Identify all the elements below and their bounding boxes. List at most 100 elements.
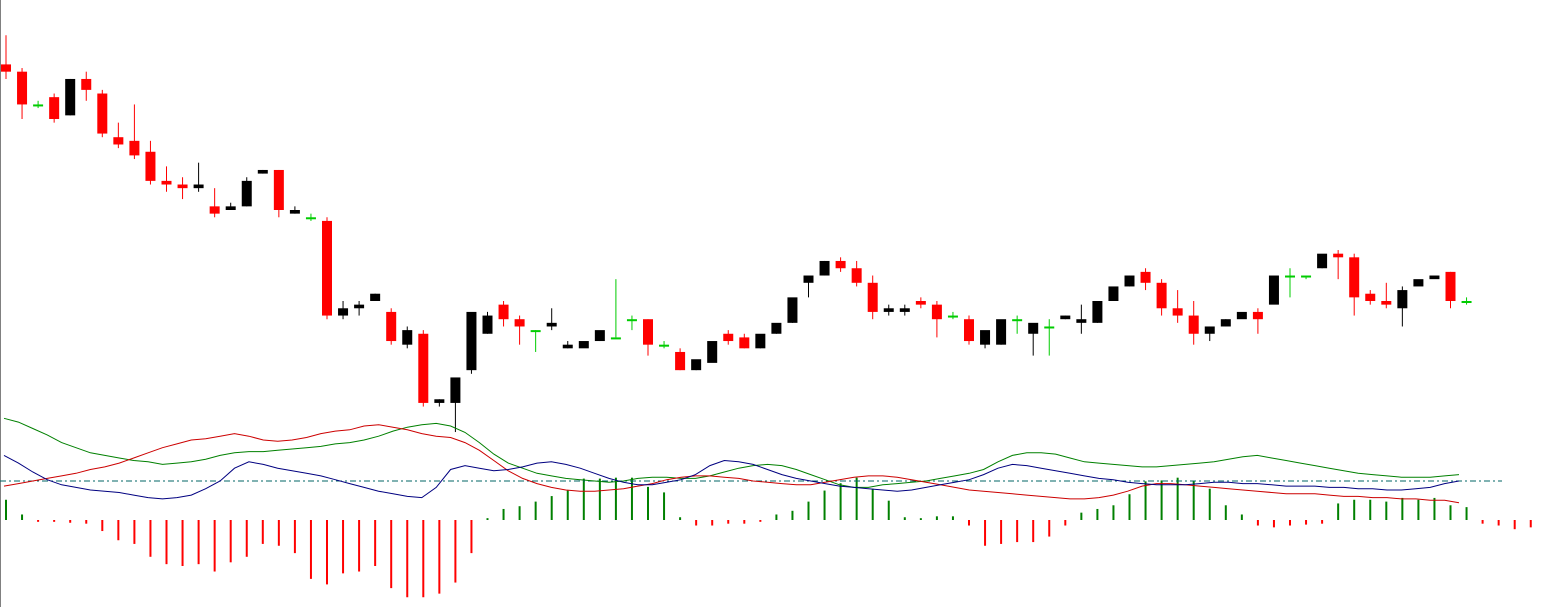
candle bbox=[1156, 279, 1167, 316]
candle-body bbox=[1413, 279, 1424, 287]
candle bbox=[402, 326, 413, 349]
candle-body bbox=[1044, 326, 1055, 329]
candle bbox=[1012, 315, 1023, 334]
candle bbox=[145, 140, 156, 185]
candle bbox=[1140, 268, 1151, 291]
candle-body bbox=[402, 330, 413, 345]
candle-body bbox=[1397, 290, 1408, 309]
candle-body bbox=[257, 169, 268, 174]
candle bbox=[1060, 315, 1071, 320]
candle-body bbox=[1333, 253, 1344, 258]
candle-body bbox=[691, 359, 702, 371]
candle bbox=[129, 104, 140, 160]
candle bbox=[739, 333, 750, 349]
candle bbox=[354, 301, 365, 316]
candle-body bbox=[225, 206, 236, 210]
candle-body bbox=[1301, 275, 1312, 278]
candle-body bbox=[787, 297, 798, 323]
candle-body bbox=[1108, 286, 1119, 301]
candle-body bbox=[418, 333, 429, 403]
candle-body bbox=[1461, 301, 1472, 303]
candle bbox=[899, 304, 910, 316]
candle-body bbox=[193, 184, 204, 189]
candle bbox=[1028, 322, 1039, 356]
candle bbox=[964, 315, 974, 345]
candle bbox=[97, 89, 108, 138]
candle bbox=[370, 293, 381, 301]
candle-body bbox=[835, 260, 846, 269]
candle bbox=[1365, 290, 1376, 305]
candle bbox=[450, 377, 461, 433]
candle-body bbox=[1012, 319, 1023, 322]
candle-body bbox=[273, 169, 284, 210]
candle bbox=[1220, 319, 1231, 327]
candle bbox=[931, 301, 942, 338]
candle bbox=[1349, 253, 1360, 316]
candle bbox=[643, 319, 653, 356]
candle bbox=[113, 122, 124, 149]
candle-body bbox=[177, 184, 188, 189]
candle-body bbox=[1236, 311, 1247, 320]
candle bbox=[1429, 275, 1440, 280]
candle-body bbox=[386, 311, 397, 342]
candle-body bbox=[1060, 315, 1071, 320]
candle bbox=[546, 308, 557, 331]
candle-body bbox=[675, 351, 686, 371]
candle bbox=[530, 330, 541, 352]
candle bbox=[434, 399, 445, 407]
candle bbox=[980, 330, 991, 349]
candle-body bbox=[1268, 275, 1279, 305]
candle bbox=[883, 304, 894, 316]
candle-body bbox=[1204, 326, 1215, 334]
candle-body bbox=[434, 399, 445, 403]
candle bbox=[851, 260, 862, 287]
candles-layer bbox=[1, 35, 1472, 433]
candle-body bbox=[851, 268, 862, 283]
candle-body bbox=[1156, 282, 1167, 309]
candle-body bbox=[594, 330, 605, 342]
candle bbox=[1381, 282, 1392, 309]
candle-body bbox=[643, 319, 653, 345]
candle bbox=[594, 330, 605, 342]
candle-body bbox=[1317, 253, 1328, 269]
candle bbox=[209, 188, 220, 218]
candle-body bbox=[1381, 301, 1392, 305]
candle-body bbox=[338, 308, 349, 316]
candle-body bbox=[739, 337, 750, 349]
candle-body bbox=[1124, 275, 1135, 287]
candle-body bbox=[1, 64, 11, 72]
candle-body bbox=[466, 311, 477, 371]
candle bbox=[386, 308, 397, 345]
candle bbox=[225, 202, 236, 210]
candle bbox=[193, 162, 204, 192]
candle bbox=[338, 301, 349, 320]
candle bbox=[289, 206, 300, 214]
candle-body bbox=[964, 319, 974, 342]
candle bbox=[787, 297, 798, 323]
candle-body bbox=[1445, 271, 1456, 301]
candle-body bbox=[915, 301, 926, 305]
candle bbox=[610, 279, 621, 340]
candle bbox=[322, 217, 332, 320]
candle-body bbox=[899, 308, 910, 312]
candle bbox=[1124, 275, 1135, 287]
candle bbox=[562, 341, 573, 349]
candle-body bbox=[97, 93, 108, 134]
candle bbox=[723, 330, 734, 345]
candle bbox=[305, 213, 316, 221]
candle-body bbox=[81, 78, 92, 90]
candle-body bbox=[1349, 257, 1360, 298]
candle bbox=[626, 315, 637, 331]
candle bbox=[1445, 271, 1456, 309]
candle-body bbox=[322, 220, 332, 316]
candle bbox=[1333, 250, 1344, 280]
candle-body bbox=[980, 330, 991, 345]
candle bbox=[755, 333, 766, 349]
candle-body bbox=[49, 97, 60, 119]
candle bbox=[947, 311, 958, 320]
indicator-line bbox=[3, 417, 1460, 488]
candle bbox=[659, 341, 670, 349]
candle bbox=[1108, 286, 1119, 301]
